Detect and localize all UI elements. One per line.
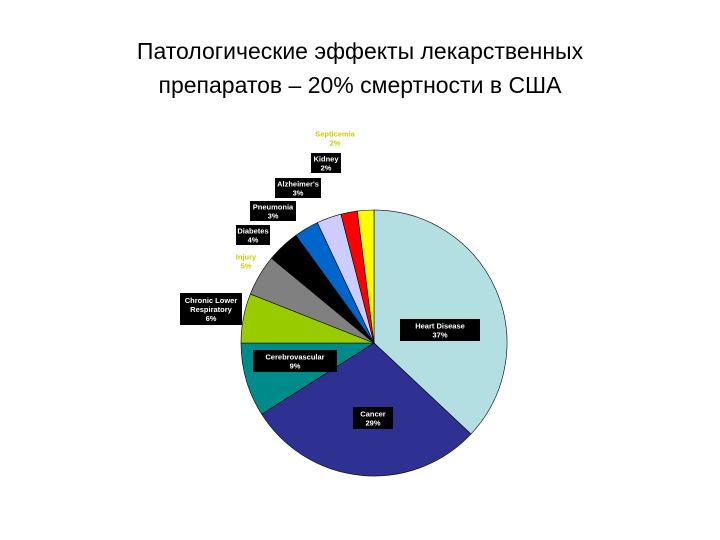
slice-label-box (180, 293, 242, 325)
slide-title-line-2: препаратов – 20% смертности в США (158, 72, 562, 98)
slice-label-box (353, 407, 393, 429)
slice-value-label: 4% (248, 236, 259, 245)
slide-title-line-1: Патологические эффекты лекарственных (136, 38, 584, 64)
slice-label-box (236, 225, 270, 245)
slice-name-label: Injury (236, 253, 257, 262)
slice-name-label: Respiratory (190, 305, 233, 314)
slice-name-label: Chronic Lower (185, 296, 238, 305)
slice-name-label: Cancer (360, 410, 386, 419)
slice-name-label: Heart Disease (415, 322, 465, 331)
slice-label-box (253, 350, 337, 372)
slice-value-label: 29% (365, 419, 380, 428)
slice-label-box (275, 178, 321, 198)
slice-label-alzheimer-s: Alzheimer's3% (275, 178, 321, 198)
slice-name-label: Cerebrovascular (265, 353, 324, 362)
slice-name-label: Diabetes (237, 227, 268, 236)
slice-value-label: 37% (432, 331, 447, 340)
slice-label-box (311, 153, 341, 173)
pie-slices (240, 209, 508, 477)
slice-name-label: Alzheimer's (277, 180, 319, 189)
slice-value-label: 2% (330, 139, 341, 148)
slice-value-label: 3% (293, 189, 304, 198)
slice-label-box (250, 201, 296, 221)
slice-name-label: Septicemia (315, 130, 355, 139)
slice-value-label: 3% (268, 212, 279, 221)
pie-slice-septicemia (356, 209, 375, 344)
slice-value-label: 5% (241, 262, 252, 271)
slice-name-label: Kidney (313, 155, 339, 164)
slide-title: Патологические эффекты лекарственных пре… (40, 34, 680, 102)
slice-label-box (400, 319, 480, 341)
slice-value-label: 9% (290, 362, 301, 371)
slice-value-label: 6% (206, 314, 217, 323)
slice-name-label: Pneumonia (253, 203, 294, 212)
slice-value-label: 2% (321, 164, 332, 173)
